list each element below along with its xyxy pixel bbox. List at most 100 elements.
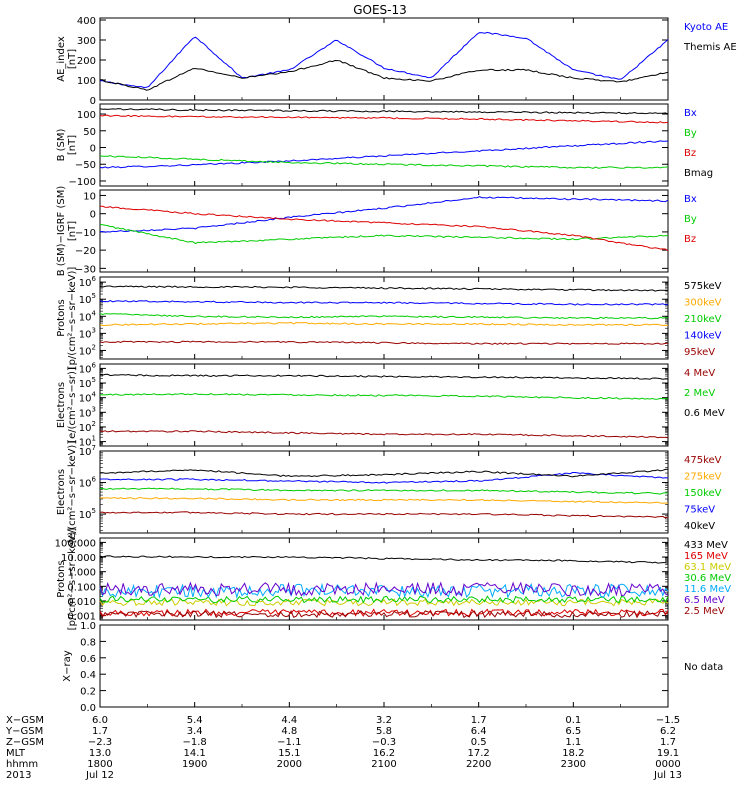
panel-4: 102 103 104 105 106Protons[p/(cm²−s−sr−keV)]… — [56, 267, 722, 370]
legend-label: Bz — [684, 234, 696, 245]
ytick-label: 300 — [77, 36, 96, 47]
ytick-label: 200 — [77, 56, 96, 67]
ytick-label: 0.6 — [80, 654, 96, 665]
ytick-label: 0.4 — [80, 670, 96, 681]
legend-label: 165 MeV — [684, 551, 728, 562]
series-line-63-1-mev — [99, 598, 669, 607]
series-line-150kev — [100, 487, 669, 495]
ephemeris-row-label: X−GSM — [6, 715, 44, 726]
legend-label: 150keV — [684, 488, 722, 499]
legend-label: 300keV — [684, 298, 722, 309]
series-line-210kev — [99, 313, 668, 320]
ephemeris-value: 4.4 — [281, 715, 297, 726]
ytick-label: 107 — [79, 444, 96, 458]
ephemeris-value: 14.1 — [184, 748, 206, 759]
series-line-by — [99, 155, 669, 169]
series-line-95kev — [99, 340, 669, 345]
legend-label: By — [684, 214, 697, 225]
ylabel: B (SM)[nT] — [56, 128, 78, 161]
panel-frame — [99, 537, 669, 621]
panel-frame — [99, 17, 669, 101]
ephemeris-row-label: Z−GSM — [6, 737, 44, 748]
series-line-bx — [99, 140, 669, 169]
legend-label: 95keV — [684, 347, 715, 358]
legend-label: 475keV — [684, 455, 722, 466]
ytick-label: 0 — [90, 96, 96, 107]
panel-3: −30 −20 −10 0 10 B (SM)−IGRF (SM)[nT] Bx By Bz — [56, 186, 697, 277]
panel-8: 0.0 0.2 0.4 0.6 0.8 1.0 X−ray No data — [62, 621, 723, 714]
ephemeris-value: 0000 — [655, 759, 680, 770]
ephemeris-value: 2300 — [561, 759, 586, 770]
series-line-75kev — [99, 472, 669, 484]
no-data-note: No data — [684, 662, 723, 673]
ytick-label: 0.2 — [80, 687, 96, 698]
series-line-475kev — [99, 511, 669, 519]
ephemeris-value: 17.2 — [468, 748, 490, 759]
ylabel: B (SM)−IGRF (SM)[nT] — [56, 186, 78, 277]
legend-label: 30.6 MeV — [684, 573, 731, 584]
ytick-label: 100 — [77, 76, 96, 87]
legend-label: Themis AE — [683, 42, 737, 53]
series-line-2-5-mev — [99, 609, 669, 619]
legend-label: 11.6 MeV — [684, 584, 731, 595]
ytick-label: −100 — [69, 177, 96, 188]
ytick-label: 0.010 — [67, 597, 96, 608]
ephemeris-value: 6.5 — [565, 726, 581, 737]
legend-label: 140keV — [684, 331, 722, 342]
series-line-bmag — [99, 108, 669, 115]
legend-label: Kyoto AE — [684, 22, 728, 33]
ephemeris-value: 5.8 — [376, 726, 392, 737]
ytick-label: 0 — [90, 210, 96, 221]
series-line-bz — [99, 205, 669, 252]
ephemeris-value: 19.1 — [657, 748, 679, 759]
ytick-label: 102 — [79, 343, 96, 357]
ylabel: Electrons[e/(cm²−s−sr−keV)] — [56, 441, 78, 544]
ytick-label: −50 — [75, 160, 96, 171]
series-line-themis-ae — [100, 59, 669, 91]
series-line-6-5-mev — [99, 581, 669, 597]
ytick-label: 0.8 — [80, 637, 96, 648]
ephemeris-value: 1.7 — [471, 715, 487, 726]
legend-label: Bx — [684, 108, 697, 119]
ylabel: X−ray — [62, 650, 73, 681]
series-line-bz — [99, 114, 669, 124]
legend-label: 6.5 MeV — [684, 595, 725, 606]
ylabel: Protons[p/(cm²−s−sr−keV)] — [56, 528, 78, 631]
series-line-kyoto-ae — [99, 31, 669, 89]
ytick-label: 1.0 — [80, 621, 96, 632]
legend-label: 433 MeV — [684, 540, 728, 551]
ephemeris-row-label: Y−GSM — [5, 726, 43, 737]
ytick-label: 0.001 — [67, 612, 96, 623]
ephemeris-value: 4.8 — [281, 726, 297, 737]
legend-label: 275keV — [684, 472, 722, 483]
ytick-label: 0.100 — [67, 582, 96, 593]
series-line-433-mev — [99, 555, 669, 564]
ytick-label: 10.000 — [61, 553, 96, 564]
series-line-30-6-mev — [99, 595, 669, 604]
ephemeris-value: 6.0 — [92, 715, 108, 726]
ephemeris-value: 16.2 — [373, 748, 395, 759]
ephemeris-value: 0.5 — [471, 737, 487, 748]
ephemeris-row-label: 2013 — [6, 770, 31, 781]
series-line-0-6-mev — [99, 373, 669, 380]
legend-label: 575keV — [684, 281, 722, 292]
ytick-label: 10 — [83, 191, 96, 202]
ephemeris-table: X−GSM 6.0 5.4 4.4 3.2 1.7 0.1 −1.5 Y−GSM 1.7 3.4 4.… — [5, 715, 682, 781]
ytick-label: −10 — [75, 228, 96, 239]
ytick-label: 100.000 — [55, 538, 96, 549]
ephemeris-value: 2200 — [466, 759, 491, 770]
ytick-label: 103 — [79, 326, 96, 340]
ephemeris-value: 6.2 — [660, 726, 676, 737]
series-line-140kev — [99, 299, 668, 306]
ylabel: AE_index[nT] — [56, 36, 78, 82]
panel-2: −100 −50 0 50 100 B (SM)[nT] Bx By Bz Bmag — [56, 103, 713, 188]
plot-title: GOES-13 — [353, 3, 407, 17]
ytick-label: −20 — [75, 246, 96, 257]
ytick-label: 105 — [79, 507, 96, 521]
ytick-label: 105 — [79, 292, 96, 306]
ytick-label: 0.0 — [80, 703, 96, 714]
legend-label: By — [684, 128, 697, 139]
